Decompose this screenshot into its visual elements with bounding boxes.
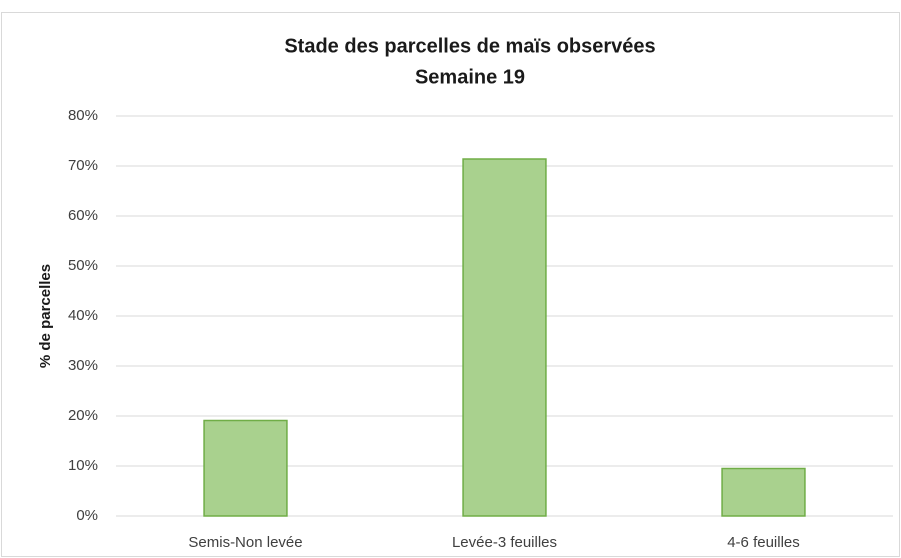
bar	[203, 419, 288, 517]
y-tick-label: 0%	[76, 507, 98, 524]
x-tick-label: 4-6 feuilles	[727, 534, 800, 551]
x-tick-label: Semis-Non levée	[188, 534, 302, 551]
x-tick-label: Levée-3 feuilles	[452, 534, 557, 551]
y-tick-label: 50%	[68, 257, 98, 274]
y-tick-label: 70%	[68, 157, 98, 174]
chart-title: Stade des parcelles de maïs observées	[284, 35, 655, 57]
chart-subtitle: Semaine 19	[415, 66, 525, 88]
y-tick-label: 20%	[68, 407, 98, 424]
y-tick-label: 80%	[68, 107, 98, 124]
y-tick-label: 60%	[68, 207, 98, 224]
y-axis-label: % de parcelles	[37, 264, 54, 368]
y-tick-label: 40%	[68, 307, 98, 324]
bar	[721, 467, 806, 517]
y-tick-label: 10%	[68, 457, 98, 474]
bar	[462, 158, 547, 517]
y-tick-label: 30%	[68, 357, 98, 374]
